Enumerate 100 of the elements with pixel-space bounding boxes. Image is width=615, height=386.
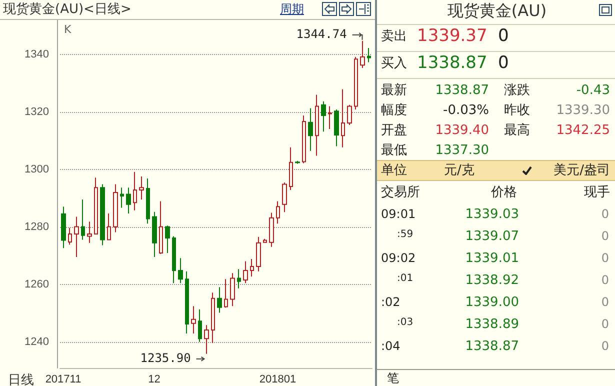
text: 元/克 [444, 163, 474, 178]
candlestick [367, 48, 371, 63]
text: 09:01 [381, 207, 416, 221]
text: 最新 [381, 83, 407, 98]
text: 0 [498, 26, 509, 46]
candlestick [237, 268, 241, 289]
candlestick [87, 221, 92, 244]
text: 美元/盎司 [554, 163, 610, 178]
candlestick [61, 206, 66, 249]
candlestick [282, 182, 287, 213]
text: 0 [601, 251, 609, 265]
candlestick [133, 171, 137, 211]
y-tick-label: 1300 [24, 164, 49, 176]
candlestick [334, 108, 339, 147]
candlestick [263, 238, 267, 244]
y-tick-label: 1340 [24, 48, 49, 61]
text: 0 [601, 295, 609, 309]
text: 最低 [381, 143, 407, 158]
candlestick [308, 108, 313, 152]
x-tick-label: 201711 [45, 374, 82, 386]
x-axis-title: 日线 [8, 372, 34, 386]
candlestick [139, 176, 144, 200]
candlestick [217, 286, 222, 314]
text: 09:02 [381, 251, 416, 265]
text: 1339.00 [465, 295, 519, 310]
x-tick-label: 12 [148, 374, 160, 386]
text: 交易所 [381, 185, 420, 200]
candlestick [185, 270, 189, 334]
candlestick [146, 178, 150, 224]
text: 0 [601, 339, 609, 353]
text: 0 [498, 53, 509, 73]
y-tick-label: 1320 [24, 106, 49, 118]
text: :01 [397, 273, 414, 284]
text: 1337.30 [435, 143, 489, 158]
text: 1339.03 [465, 207, 519, 222]
y-tick-label: 1240 [24, 336, 49, 348]
text: 1339.30 [556, 103, 610, 118]
candlestick [256, 236, 261, 272]
candlestick [289, 146, 293, 190]
candlestick [126, 187, 131, 214]
text: -0.43 [576, 83, 610, 98]
candlestick [120, 187, 124, 208]
text: 开盘 [381, 123, 407, 138]
text: :04 [381, 339, 400, 353]
text: 0 [601, 273, 609, 287]
text: 0 [601, 317, 609, 331]
candlestick [315, 94, 319, 156]
candlestick [81, 198, 85, 240]
candlestick [250, 258, 254, 278]
annotation: K [64, 23, 72, 36]
text: 1338.92 [465, 273, 519, 288]
candlestick [321, 100, 326, 132]
candlestick [295, 160, 300, 164]
candlestick [204, 324, 209, 354]
text: 1339.40 [435, 123, 489, 138]
candlestick [165, 225, 170, 254]
candlestick [191, 306, 196, 334]
y-tick-label: 1280 [24, 221, 49, 234]
y-tick-label: 1260 [24, 278, 49, 291]
text: 1342.25 [556, 123, 610, 138]
text: 1338.89 [465, 317, 519, 332]
text: 涨跌 [504, 83, 530, 98]
text: 1339.37 [417, 26, 488, 46]
text: 现手 [584, 185, 610, 200]
candlestick [211, 292, 215, 344]
x-tick-label: 201801 [259, 374, 296, 386]
candlestick [113, 184, 118, 233]
text: :59 [397, 229, 414, 240]
text: 1338.87 [417, 53, 488, 73]
text: 最高 [504, 123, 530, 138]
annotation: 1344.74 [296, 26, 347, 41]
candlestick [100, 184, 105, 246]
text: 买入 [381, 56, 407, 71]
candlestick [68, 227, 72, 246]
text: -0.03% [443, 103, 489, 118]
text: 卖出 [381, 29, 407, 44]
candlestick [269, 212, 274, 248]
text: :02 [381, 295, 400, 309]
text: 0 [601, 229, 609, 243]
candlestick [328, 106, 332, 130]
text: 0 [601, 207, 609, 221]
text: 1338.87 [435, 83, 489, 98]
text: 1339.07 [465, 229, 519, 244]
candlestick [198, 308, 202, 342]
text: 幅度 [381, 103, 407, 118]
candlestick [224, 278, 228, 308]
annotation: 1235.90 [140, 350, 191, 365]
candlestick [159, 200, 163, 254]
text: 1338.87 [465, 339, 519, 354]
text: :03 [397, 317, 414, 328]
candlestick [347, 104, 352, 126]
candlestick [230, 272, 235, 307]
text: 单位 [381, 163, 407, 178]
text: 1339.01 [465, 251, 519, 266]
candlestick [74, 216, 79, 258]
candlestick [107, 213, 111, 241]
candlestick [94, 177, 98, 236]
candlestick [360, 40, 365, 69]
candlestick [341, 88, 345, 148]
text: 周期 [280, 2, 304, 16]
